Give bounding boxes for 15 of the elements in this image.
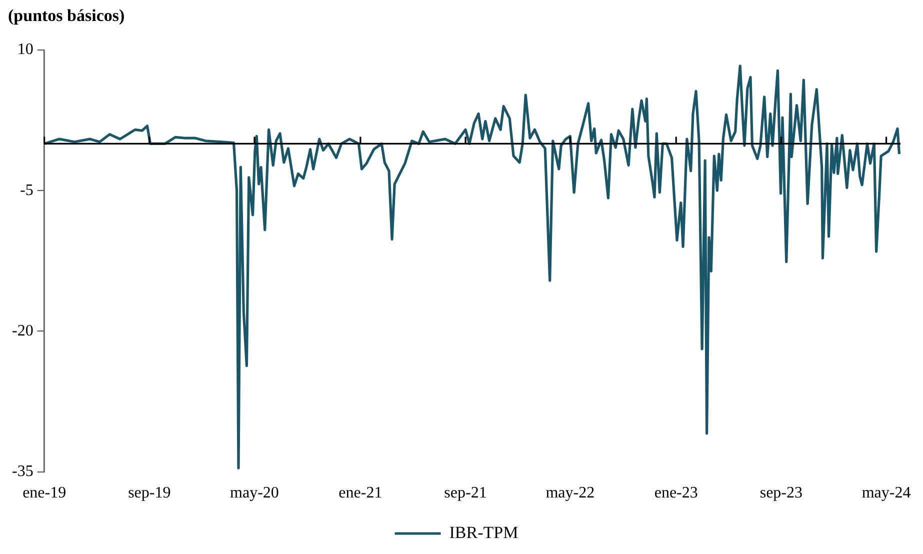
x-tick-label: sep-21 (444, 484, 487, 502)
legend-label: IBR-TPM (449, 522, 518, 542)
x-tick-label: sep-19 (128, 484, 171, 502)
x-tick-label: sep-23 (760, 484, 803, 502)
x-tick-label: may-22 (546, 484, 595, 502)
x-tick-label: ene-19 (22, 484, 66, 502)
x-tick-label: ene-23 (654, 484, 698, 502)
y-tick-label: -20 (12, 322, 34, 340)
y-tick-label: -5 (20, 182, 34, 199)
x-tick-label: may-24 (862, 484, 911, 502)
y-tick-label: -35 (12, 463, 34, 480)
y-tick-label: 10 (17, 41, 34, 58)
x-tick-label: ene-21 (338, 484, 382, 502)
y-axis-title: (puntos básicos) (8, 6, 125, 26)
x-tick-label: may-20 (230, 484, 279, 502)
